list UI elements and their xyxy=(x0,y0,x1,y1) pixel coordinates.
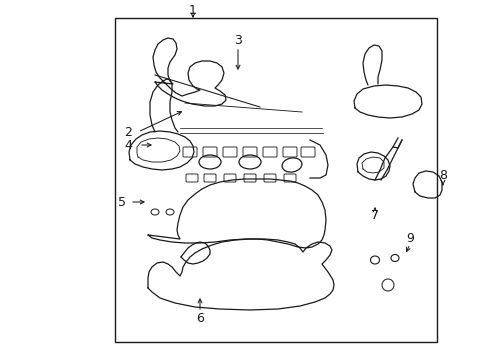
Text: 4: 4 xyxy=(124,139,132,152)
Bar xyxy=(115,18,436,342)
Text: 1: 1 xyxy=(189,4,197,17)
Text: 9: 9 xyxy=(405,231,413,244)
Text: 3: 3 xyxy=(234,33,242,46)
Text: 6: 6 xyxy=(196,311,203,324)
Text: 5: 5 xyxy=(118,195,126,208)
Text: 8: 8 xyxy=(438,168,446,181)
Text: 2: 2 xyxy=(124,126,132,139)
Text: 7: 7 xyxy=(370,208,378,221)
